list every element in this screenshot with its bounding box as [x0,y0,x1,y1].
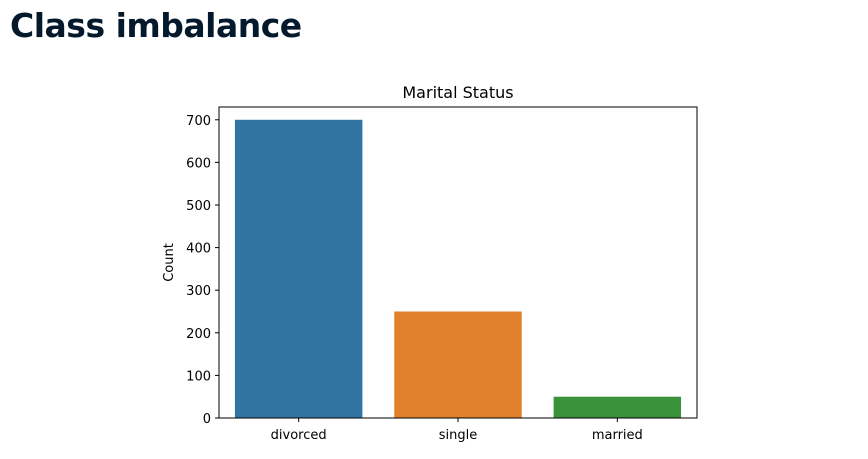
y-tick-label: 0 [203,412,211,427]
y-tick-label: 400 [186,242,211,257]
y-tick-label: 700 [186,114,211,129]
x-tick-label: married [592,428,643,443]
x-tick-label: divorced [271,428,327,443]
y-tick-label: 100 [186,369,211,384]
bar-single [394,311,522,418]
y-tick-label: 200 [186,327,211,342]
chart-title: Marital Status [402,83,513,102]
y-tick-label: 300 [186,284,211,299]
y-tick-label: 500 [186,199,211,214]
y-axis-ticks: 0 100 200 300 400 500 600 700 [186,114,219,427]
plot-frame [218,106,698,419]
bars-group [234,119,682,418]
x-tick-label: single [439,428,478,443]
slide-title: Class imbalance [10,6,302,45]
bar-married [553,396,682,418]
y-axis-title: Count [162,243,177,282]
bar-divorced [234,119,363,418]
y-tick-label: 600 [186,156,211,171]
x-axis-ticks: divorced single married [271,418,643,443]
